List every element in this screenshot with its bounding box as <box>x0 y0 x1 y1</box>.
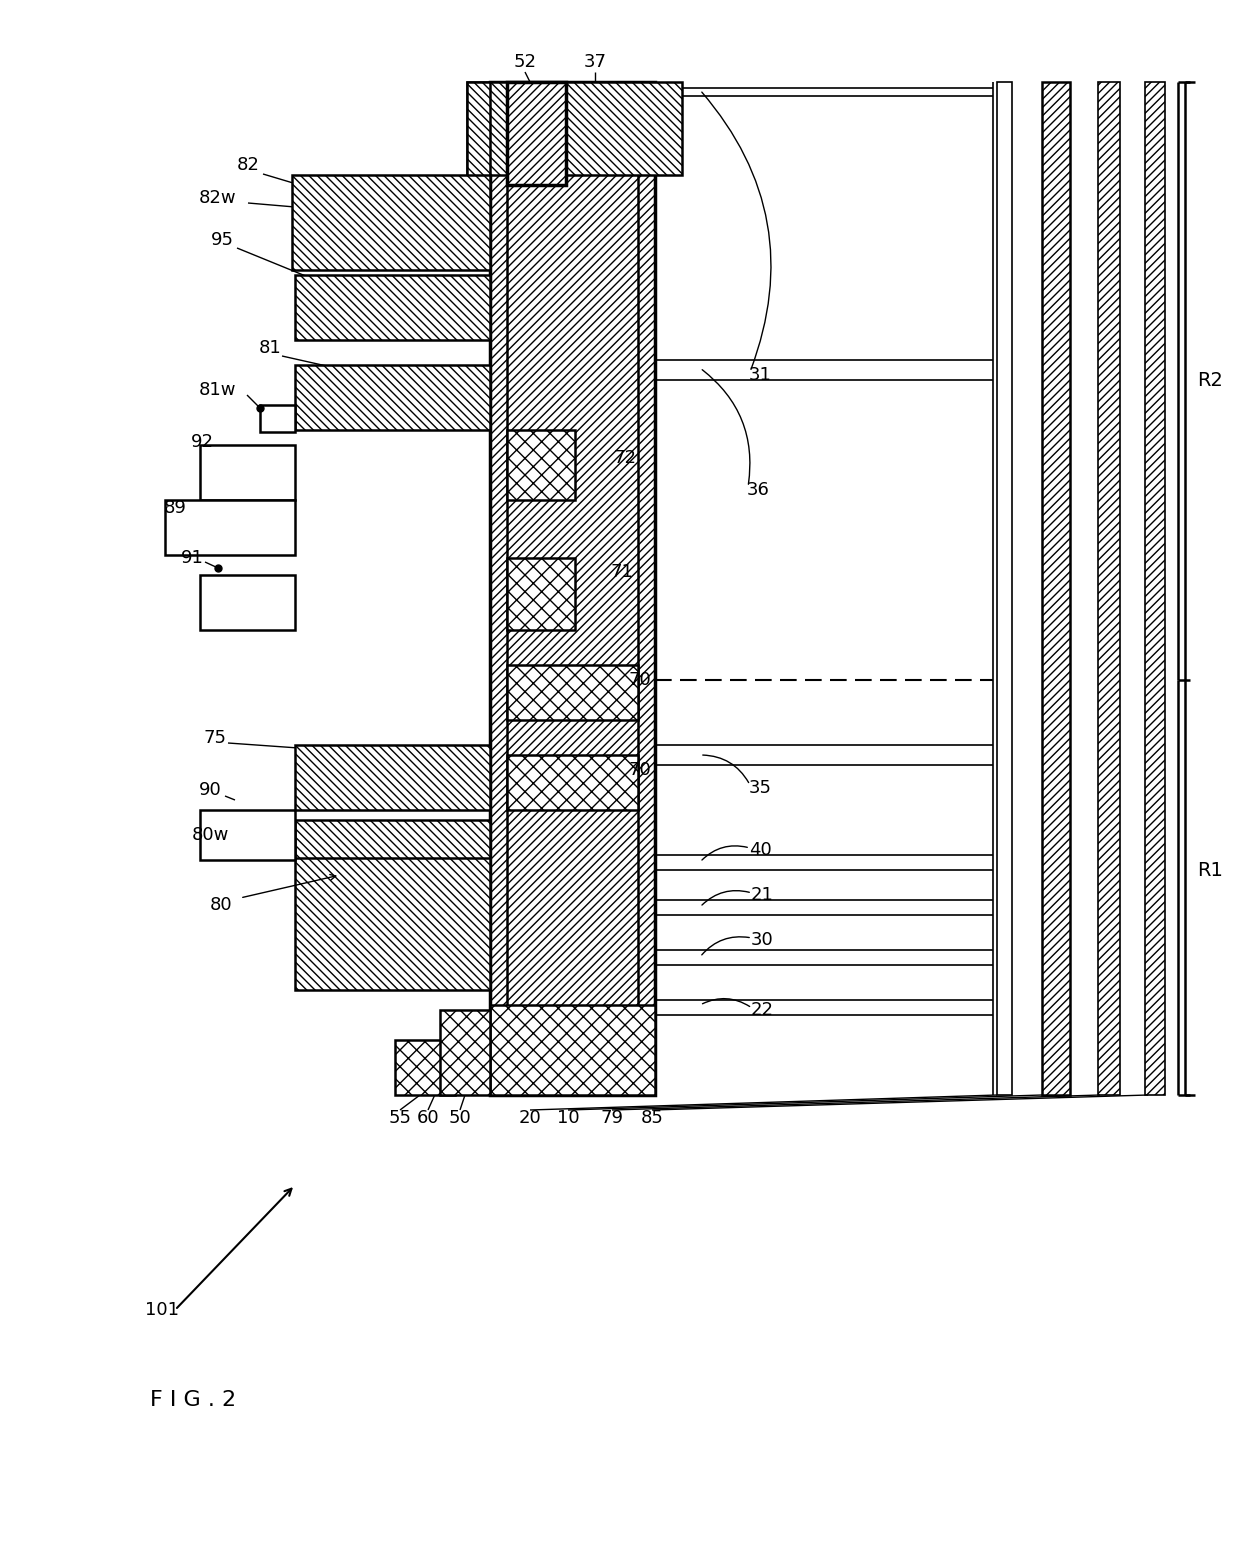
Bar <box>507 756 639 811</box>
Text: 70: 70 <box>629 671 651 688</box>
Text: 95: 95 <box>211 230 233 249</box>
Text: 35: 35 <box>749 779 771 797</box>
Text: 85: 85 <box>641 1109 663 1127</box>
Bar <box>507 430 575 500</box>
Text: 72: 72 <box>614 448 636 467</box>
Text: F I G . 2: F I G . 2 <box>150 1389 236 1410</box>
Text: 36: 36 <box>746 481 770 499</box>
Bar <box>396 1040 455 1094</box>
Bar <box>295 820 490 858</box>
Text: 80w: 80w <box>191 826 228 844</box>
Bar <box>200 575 295 630</box>
Text: 81w: 81w <box>200 381 237 398</box>
Bar <box>507 82 565 185</box>
Bar <box>295 745 490 811</box>
Text: 20: 20 <box>518 1109 542 1127</box>
Text: 80: 80 <box>210 895 233 914</box>
Bar <box>1042 82 1070 1094</box>
Bar <box>507 558 575 630</box>
Text: 40: 40 <box>749 840 771 859</box>
Text: 50: 50 <box>449 1109 471 1127</box>
Bar <box>467 82 682 176</box>
Text: 22: 22 <box>750 1000 774 1019</box>
Text: 81: 81 <box>259 339 281 358</box>
Bar <box>295 365 490 430</box>
Text: 55: 55 <box>388 1109 412 1127</box>
Bar <box>260 405 295 433</box>
Bar <box>507 665 639 720</box>
Text: 37: 37 <box>584 53 606 71</box>
Bar <box>200 445 295 500</box>
Bar <box>507 82 639 1094</box>
Bar <box>295 274 490 340</box>
Text: 52: 52 <box>513 53 537 71</box>
Text: 71: 71 <box>610 563 634 582</box>
Bar <box>1097 82 1120 1094</box>
Text: 60: 60 <box>417 1109 439 1127</box>
Text: 92: 92 <box>191 433 213 452</box>
Bar <box>165 500 295 555</box>
Text: 10: 10 <box>557 1109 579 1127</box>
Bar <box>467 82 490 177</box>
Text: 89: 89 <box>164 499 186 517</box>
Bar <box>200 811 295 859</box>
Text: R2: R2 <box>1197 370 1223 389</box>
Bar <box>490 82 655 1094</box>
Text: 90: 90 <box>198 781 222 800</box>
Bar <box>997 82 1012 1094</box>
Bar <box>291 176 490 270</box>
Bar <box>440 1010 490 1094</box>
Text: 82w: 82w <box>200 190 237 207</box>
Text: 70: 70 <box>629 760 651 779</box>
Bar <box>490 1005 655 1094</box>
Text: R1: R1 <box>1197 861 1223 880</box>
Text: 79: 79 <box>600 1109 624 1127</box>
Text: 101: 101 <box>145 1301 179 1319</box>
Text: 91: 91 <box>181 549 203 568</box>
Text: 75: 75 <box>203 729 227 746</box>
Text: 31: 31 <box>749 365 771 384</box>
Text: 21: 21 <box>750 886 774 905</box>
Text: 30: 30 <box>750 931 774 949</box>
Bar <box>1145 82 1166 1094</box>
Bar <box>295 855 490 989</box>
Text: 82: 82 <box>237 155 259 174</box>
